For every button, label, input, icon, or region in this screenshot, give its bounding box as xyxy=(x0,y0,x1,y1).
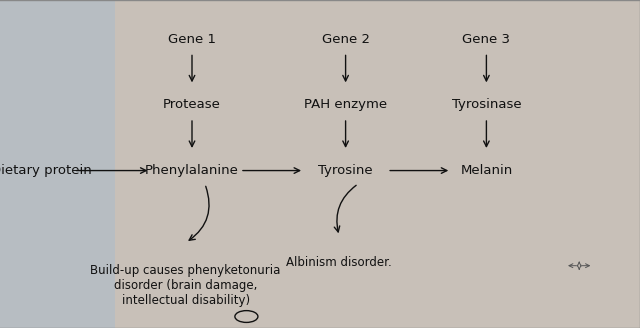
Text: Build-up causes phenyketonuria
disorder (brain damage,
intellectual disability): Build-up causes phenyketonuria disorder … xyxy=(90,264,281,307)
FancyBboxPatch shape xyxy=(0,0,115,328)
Text: Phenylalanine: Phenylalanine xyxy=(145,164,239,177)
Text: Dietary protein: Dietary protein xyxy=(0,164,92,177)
Text: Tyrosinase: Tyrosinase xyxy=(452,98,521,112)
Text: Protease: Protease xyxy=(163,98,221,112)
Text: Gene 3: Gene 3 xyxy=(462,33,511,46)
Text: Gene 2: Gene 2 xyxy=(322,33,370,46)
Text: Melanin: Melanin xyxy=(460,164,513,177)
Text: PAH enzyme: PAH enzyme xyxy=(304,98,387,112)
Text: Gene 1: Gene 1 xyxy=(168,33,216,46)
Text: Tyrosine: Tyrosine xyxy=(318,164,373,177)
Text: Albinism disorder.: Albinism disorder. xyxy=(286,256,392,269)
